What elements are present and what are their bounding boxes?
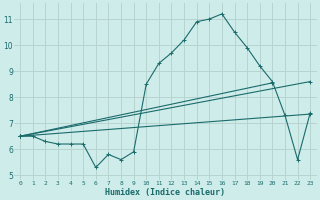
- X-axis label: Humidex (Indice chaleur): Humidex (Indice chaleur): [105, 188, 225, 197]
